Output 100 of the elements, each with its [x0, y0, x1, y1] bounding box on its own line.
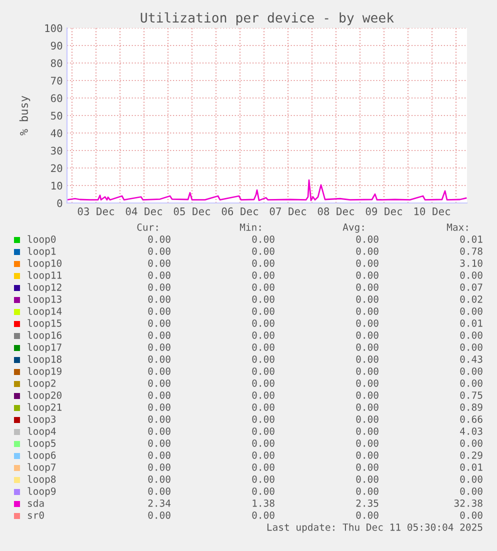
text: 0.00 [252, 235, 274, 243]
text: 0.00 [356, 343, 378, 351]
y-tick-label: 20 [51, 164, 62, 172]
y-tick-label: 60 [50, 94, 62, 102]
text: Avg: [342, 224, 364, 233]
text: 0.00 [148, 283, 170, 291]
text: 0.00 [356, 271, 378, 279]
text: 0.00 [148, 367, 170, 375]
legend-label: loop17 [28, 343, 62, 353]
text: 2.35 [356, 499, 378, 507]
legend-label: loop6 [28, 451, 56, 461]
text: 0.66 [460, 415, 482, 423]
text: 0.00 [148, 463, 170, 471]
text: 0.00 [460, 439, 482, 447]
y-tick-label: 40 [50, 129, 62, 138]
text: 0.00 [148, 427, 170, 435]
legend-label: loop0 [28, 235, 56, 245]
text: 0.01 [460, 235, 482, 243]
text: 0.00 [148, 307, 170, 315]
legend-label: loop3 [28, 415, 56, 425]
text: 0.00 [148, 355, 170, 363]
text: 0.00 [148, 235, 170, 243]
legend-label: loop7 [28, 463, 56, 473]
text: 0.00 [252, 391, 274, 399]
text: 0.00 [148, 439, 170, 447]
legend-label: loop15 [28, 319, 62, 329]
y-axis-title: % busy [19, 96, 30, 136]
text: 0.00 [460, 379, 482, 387]
y-tick-label: 30 [50, 146, 62, 155]
x-tick-label: 08 Dec [318, 207, 354, 216]
legend-label: loop1 [28, 247, 56, 257]
text: 0.00 [252, 319, 274, 327]
text: 0.00 [356, 379, 378, 387]
legend-label: loop11 [28, 271, 62, 281]
text: 0.00 [148, 271, 170, 279]
text: 0.00 [356, 259, 378, 267]
text: 0.00 [148, 391, 170, 399]
legend-label: loop4 [28, 427, 56, 437]
text: 0.00 [252, 331, 274, 339]
text: 0.00 [356, 391, 378, 399]
legend-label: loop10 [28, 259, 62, 269]
text: 0.00 [148, 415, 170, 423]
text: 0.00 [148, 487, 170, 495]
text: 0.00 [148, 451, 170, 459]
text: 0.00 [252, 427, 274, 435]
text: 0.00 [148, 259, 170, 267]
text: 0.00 [252, 403, 274, 411]
text: 0.00 [460, 475, 482, 483]
text: 0.02 [460, 295, 482, 303]
x-tick-label: 06 Dec [222, 207, 258, 216]
x-tick-label: 07 Dec [270, 207, 306, 216]
text: 0.00 [356, 511, 378, 519]
text: 0.00 [148, 475, 170, 483]
text: Last update: Thu Dec 11 05:30:04 2025 [267, 523, 482, 533]
text: 0.00 [460, 487, 482, 495]
text: 0.00 [252, 259, 274, 267]
text: 0.00 [356, 331, 378, 339]
text: 0.00 [460, 271, 482, 279]
y-tick-label: 10 [52, 182, 62, 190]
text: 0.00 [356, 283, 378, 291]
legend-label: sda [28, 499, 44, 507]
text: 0.01 [460, 463, 482, 471]
legend-label: loop14 [28, 307, 62, 317]
text: 0.00 [252, 511, 274, 519]
y-tick-label: 80 [50, 59, 62, 68]
text: 0.00 [252, 415, 274, 423]
legend-label: loop20 [28, 391, 62, 401]
text: 0.00 [356, 415, 378, 423]
legend-label: loop12 [28, 283, 62, 293]
legend-label: sr0 [28, 511, 44, 519]
text: 0.00 [356, 307, 378, 315]
text: 0.75 [460, 391, 482, 399]
text: 0.00 [252, 379, 274, 387]
y-tick-label: 50 [51, 112, 62, 120]
y-tick-label: 100 [45, 24, 62, 32]
text: 0.00 [356, 403, 378, 411]
text: 1.38 [252, 499, 274, 507]
text: 0.78 [460, 247, 482, 255]
legend-label: loop16 [28, 331, 62, 341]
text: 0.00 [252, 451, 274, 459]
text: 0.01 [460, 319, 482, 327]
text: 0.00 [356, 247, 378, 255]
chart-title: Utilization per device - by week [140, 12, 394, 26]
y-tick-label: 90 [50, 42, 62, 50]
legend-label: loop21 [28, 403, 62, 413]
legend-label: loop5 [28, 439, 56, 449]
text: 0.43 [460, 355, 482, 363]
x-tick-label: 03 Dec [78, 207, 114, 216]
legend-label: loop18 [28, 355, 62, 365]
text: 0.89 [460, 403, 482, 411]
text: 2.34 [148, 499, 171, 507]
text: 0.00 [252, 487, 274, 495]
text: 0.00 [356, 475, 378, 483]
text: Cur: [137, 223, 158, 231]
text: 0.00 [356, 295, 378, 303]
text: 0.00 [252, 343, 274, 351]
legend-label: loop19 [28, 367, 62, 377]
text: 0.00 [252, 355, 274, 363]
y-tick-label: 0 [57, 199, 62, 208]
text: 0.07 [460, 283, 482, 291]
